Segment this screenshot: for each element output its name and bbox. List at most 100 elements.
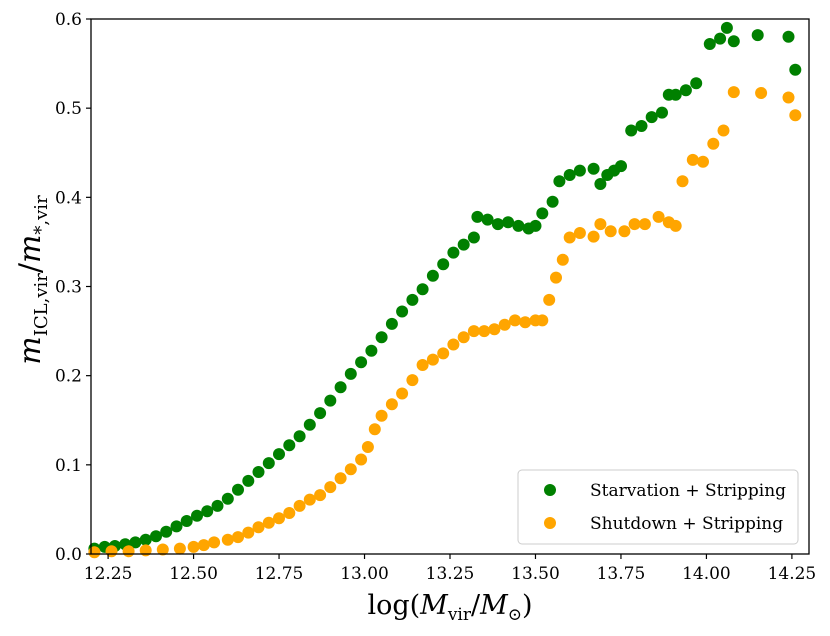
point-s1-44 bbox=[556, 253, 569, 266]
point-s0-41 bbox=[502, 216, 515, 229]
point-s0-22 bbox=[314, 407, 327, 420]
point-s0-29 bbox=[385, 317, 398, 330]
point-s1-52 bbox=[638, 218, 651, 231]
point-s1-6 bbox=[187, 540, 200, 553]
point-s0-14 bbox=[232, 483, 244, 496]
point-s0-38 bbox=[471, 210, 484, 223]
point-s0-57 bbox=[645, 111, 658, 124]
point-s0-49 bbox=[573, 164, 586, 177]
point-s1-57 bbox=[686, 153, 699, 166]
point-s0-15 bbox=[242, 474, 255, 487]
point-s1-39 bbox=[519, 316, 532, 329]
point-s1-4 bbox=[156, 543, 169, 556]
point-s0-36 bbox=[457, 238, 470, 251]
point-s1-13 bbox=[262, 516, 275, 529]
point-s1-17 bbox=[303, 493, 316, 506]
point-s1-60 bbox=[717, 124, 730, 137]
point-s0-16 bbox=[252, 466, 265, 478]
y-axis-label: mICL,vir/m*,vir bbox=[13, 195, 52, 365]
point-s0-8 bbox=[170, 520, 183, 533]
legend-marker-starvation bbox=[544, 484, 556, 496]
point-s1-22 bbox=[355, 453, 368, 466]
point-s0-67 bbox=[751, 29, 764, 42]
y-tick-label-1: 0.1 bbox=[55, 456, 82, 476]
point-s0-21 bbox=[303, 418, 316, 431]
point-s0-51 bbox=[594, 178, 607, 190]
point-s0-32 bbox=[416, 283, 429, 296]
point-s1-62 bbox=[755, 87, 768, 99]
point-s0-45 bbox=[536, 207, 549, 220]
point-s0-42 bbox=[512, 219, 525, 232]
y-axis-ticks: 0.0 0.1 0.2 0.3 0.4 0.5 0.6 bbox=[55, 10, 91, 565]
x-tick-label-2: 12.75 bbox=[255, 564, 304, 584]
point-s0-58 bbox=[656, 106, 668, 119]
point-s1-41 bbox=[536, 314, 549, 327]
point-s1-12 bbox=[252, 521, 265, 534]
point-s0-69 bbox=[789, 63, 802, 76]
point-s0-62 bbox=[690, 77, 703, 90]
x-axis-ticks: 12.25 12.50 12.75 13.00 13.25 13.50 13.75 14.00… bbox=[84, 554, 816, 584]
legend-box bbox=[517, 469, 799, 545]
point-s1-63 bbox=[782, 91, 795, 104]
point-s1-10 bbox=[232, 531, 244, 544]
point-s0-9 bbox=[180, 515, 193, 527]
point-s1-61 bbox=[727, 86, 740, 99]
point-s0-24 bbox=[334, 381, 347, 394]
y-tick-label-2: 0.2 bbox=[55, 367, 82, 387]
point-s1-34 bbox=[467, 325, 480, 338]
point-s0-26 bbox=[355, 356, 368, 369]
point-s1-56 bbox=[676, 175, 689, 188]
point-s1-27 bbox=[396, 387, 409, 400]
x-tick-label-1: 12.50 bbox=[169, 564, 218, 584]
point-s1-11 bbox=[242, 526, 255, 539]
point-s1-14 bbox=[273, 512, 285, 525]
series-0 bbox=[88, 21, 802, 555]
x-tick-label-0: 12.25 bbox=[84, 564, 133, 584]
point-s1-20 bbox=[334, 472, 347, 485]
point-s0-39 bbox=[481, 213, 494, 226]
point-s1-43 bbox=[550, 271, 562, 284]
point-s1-21 bbox=[344, 463, 357, 476]
point-s1-26 bbox=[385, 398, 398, 411]
point-s0-31 bbox=[406, 293, 419, 306]
point-s0-66 bbox=[727, 35, 740, 48]
point-s0-19 bbox=[283, 439, 296, 452]
point-s0-33 bbox=[426, 269, 439, 282]
point-s1-59 bbox=[707, 137, 720, 150]
point-s1-7 bbox=[197, 539, 210, 552]
point-s0-18 bbox=[273, 448, 285, 461]
point-s0-40 bbox=[491, 218, 504, 231]
point-s0-37 bbox=[467, 231, 480, 244]
series-1 bbox=[88, 86, 802, 559]
point-s1-9 bbox=[221, 533, 234, 546]
y-tick-label-6: 0.6 bbox=[55, 10, 82, 30]
point-s0-7 bbox=[160, 525, 173, 538]
point-s1-45 bbox=[563, 231, 576, 244]
legend-label-starvation: Starvation + Stripping bbox=[590, 481, 786, 501]
point-s1-47 bbox=[587, 230, 600, 243]
point-s0-6 bbox=[150, 530, 162, 543]
point-s0-47 bbox=[553, 175, 566, 188]
point-s1-15 bbox=[283, 507, 296, 519]
legend-marker-shutdown bbox=[544, 517, 556, 529]
point-s1-58 bbox=[697, 155, 709, 168]
point-s0-50 bbox=[587, 162, 600, 175]
point-s0-10 bbox=[191, 509, 203, 522]
point-s1-23 bbox=[361, 441, 374, 453]
y-tick-label-4: 0.4 bbox=[55, 188, 82, 208]
point-s1-29 bbox=[416, 359, 429, 371]
point-s0-68 bbox=[782, 30, 795, 43]
point-s0-35 bbox=[447, 246, 460, 259]
point-s0-28 bbox=[375, 331, 388, 344]
point-s0-23 bbox=[324, 394, 337, 407]
point-s0-20 bbox=[293, 430, 306, 443]
point-s1-28 bbox=[406, 374, 419, 387]
point-s0-63 bbox=[703, 38, 716, 50]
point-s0-12 bbox=[211, 499, 224, 512]
point-s1-0 bbox=[88, 546, 101, 559]
point-s1-42 bbox=[543, 293, 556, 306]
point-s1-37 bbox=[498, 318, 511, 331]
x-tick-label-7: 14.00 bbox=[682, 564, 731, 584]
point-s0-44 bbox=[529, 219, 542, 232]
